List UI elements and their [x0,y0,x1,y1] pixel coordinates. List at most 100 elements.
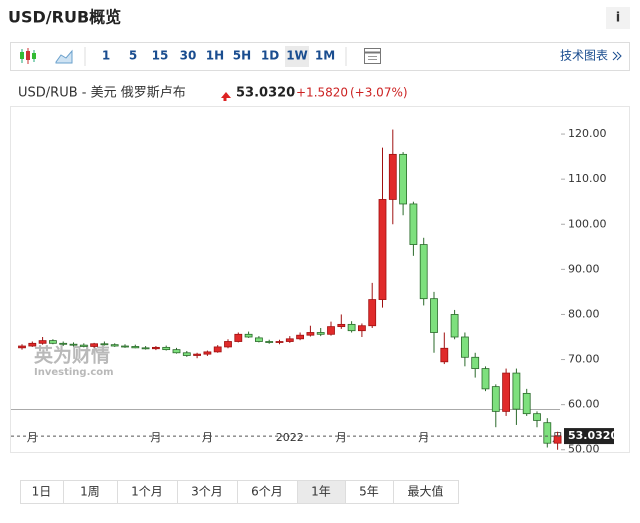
quote-change: +1.5820 [296,86,348,100]
interval-button[interactable]: 1H [206,49,224,63]
candle-body [553,435,562,444]
candle-body [399,153,408,205]
chart-link[interactable]: 技术图表 [560,49,608,63]
quote-price: 53.0320 [236,86,295,101]
y-tick-label: 100.00 [568,217,607,230]
candle-body [522,392,531,415]
last-price-label: 53.0320 [568,429,618,442]
range-button-bg[interactable] [393,480,459,504]
candle-body [430,298,438,333]
candle-body [151,346,160,350]
interval-button[interactable]: 1W [286,49,308,63]
candle-body [141,347,150,350]
range-button[interactable]: 6个月 [251,485,283,499]
interval-button[interactable]: 5 [129,49,137,63]
toolbar [10,42,630,71]
candle-body [378,199,387,300]
candle-body [357,325,366,332]
settings-icon[interactable] [364,48,381,64]
candle-body [306,332,315,336]
candle-body [244,333,253,338]
candle-body [162,346,171,351]
candle-body [347,323,356,332]
x-tick-label: 月 [150,431,161,444]
y-tick-label: 50.00 [568,443,600,456]
candle-body [409,203,418,245]
interval-button[interactable]: 1 [102,49,110,63]
x-tick-label: 月 [27,431,38,444]
watermark-brand: 英为财情 [34,344,110,367]
x-tick-label: 月 [336,431,347,444]
candle-body [110,344,119,347]
candle-body [49,340,57,344]
candle-icon[interactable] [20,48,36,64]
interval-button[interactable]: 5H [233,49,251,63]
interval-selected[interactable] [285,46,309,67]
range-button[interactable]: 最大值 [407,484,443,499]
candle-body [79,344,88,347]
candle-body [316,332,325,335]
candle-body [172,349,181,354]
candle-body [419,244,428,300]
candle-body [275,341,284,343]
x-tick-label: 月 [418,431,429,444]
candle-body [69,343,78,346]
y-tick-label: 110.00 [568,172,607,185]
candle-body [224,341,232,348]
candle-body [543,422,552,444]
range-button[interactable]: 3个月 [191,485,223,499]
candles: 50.00 60.00 70.00 80.00 90.00 100.00 110.00 120… [11,127,618,456]
candle-body [100,343,109,346]
candle-body [440,347,449,363]
candle-body [533,413,541,421]
y-tick-label: 60.00 [568,398,600,411]
candle-body [388,153,397,200]
candle-body [131,346,140,349]
y-tick-label: 120.00 [568,127,607,140]
candle-body [460,336,469,358]
range-button[interactable]: 5年 [359,485,379,499]
range-button[interactable]: 1个月 [131,485,163,499]
candle-body [182,352,191,356]
watermark-site: Investing.com [34,367,114,378]
candle-body [368,299,377,327]
range-button[interactable]: 1年 [311,485,331,499]
candle-body [512,372,521,410]
candle-body [193,353,202,356]
candle-body [481,368,490,390]
candle-body [59,342,68,345]
x-tick-label: 月 [202,431,213,444]
candle-body [337,323,346,328]
candle-body [285,338,294,342]
candle-body [213,346,222,353]
candle-body [18,345,26,349]
range-bar: 1日 1周 1个月 3个月 6个月 1年 5年 最大值 [20,480,459,504]
candle-body [491,386,500,412]
candle-body [296,334,305,340]
candle-body [502,372,511,412]
candle-body [38,340,47,344]
interval-button[interactable]: 30 [180,49,197,63]
info-button-bg[interactable] [606,7,630,29]
up-arrow [221,92,231,101]
candle-body [265,341,274,343]
candle-body [28,342,37,347]
range-button[interactable]: 1日 [32,485,52,499]
candle-body [450,314,459,338]
interval-button[interactable]: 15 [152,49,169,63]
candle-body [121,345,129,348]
candle-body [254,337,263,342]
candle-body [203,351,212,355]
interval-button[interactable]: 1D [261,49,279,63]
candle-body [471,356,480,369]
candle-body [234,333,243,342]
y-tick-label: 70.00 [568,353,600,366]
range-button[interactable]: 1周 [80,485,100,499]
link-arrow[interactable] [612,51,622,61]
candle-body [327,326,335,335]
area-icon[interactable] [55,49,73,64]
last-price-box [564,428,614,445]
interval-button[interactable]: 1M [315,49,335,63]
info-button[interactable]: i [616,11,620,26]
